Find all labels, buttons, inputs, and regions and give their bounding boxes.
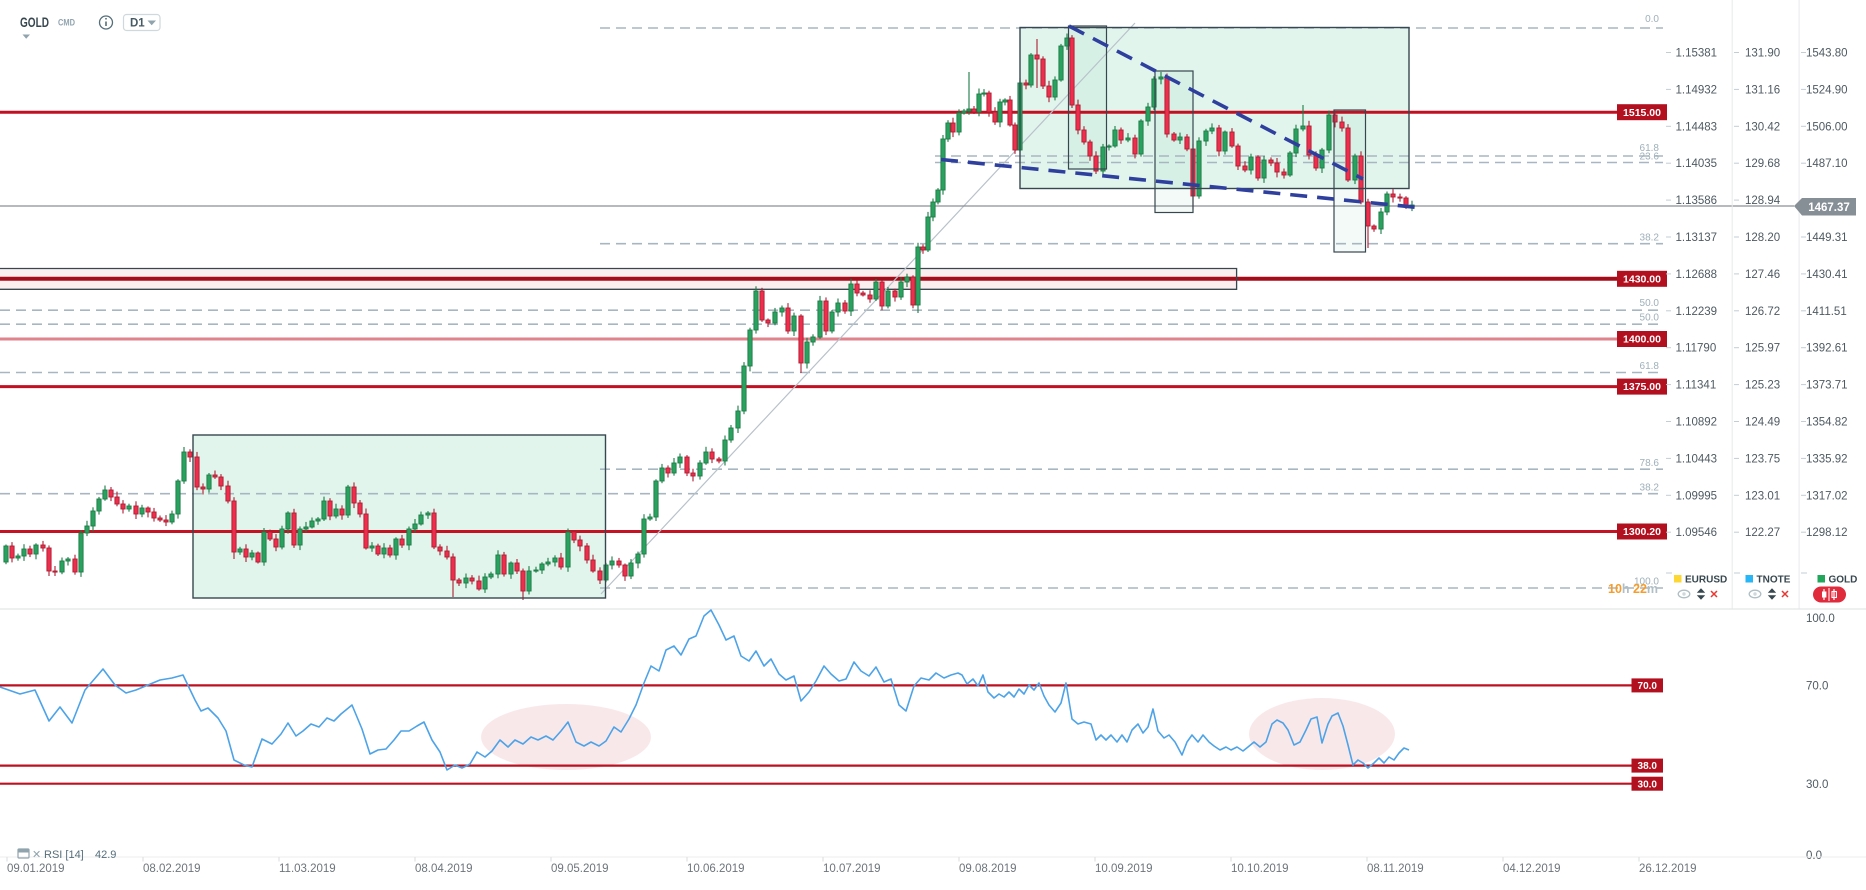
svg-text:70.0: 70.0 — [1638, 681, 1658, 692]
svg-text:1.09995: 1.09995 — [1676, 490, 1718, 502]
svg-text:38.0: 38.0 — [1638, 761, 1658, 772]
svg-text:1.11790: 1.11790 — [1676, 343, 1717, 355]
svg-text:26.12.2019: 26.12.2019 — [1639, 863, 1697, 875]
svg-text:GOLD: GOLD — [20, 15, 49, 30]
svg-text:61.8: 61.8 — [1640, 143, 1660, 154]
svg-text:100.0: 100.0 — [1634, 577, 1659, 588]
svg-text:30.0: 30.0 — [1638, 779, 1658, 790]
svg-text:10.07.2019: 10.07.2019 — [823, 863, 881, 875]
svg-text:1411.51: 1411.51 — [1806, 306, 1847, 318]
svg-text:122.27: 122.27 — [1745, 527, 1780, 539]
svg-text:30.0: 30.0 — [1806, 779, 1828, 791]
svg-text:1335.92: 1335.92 — [1806, 453, 1848, 465]
svg-text:23.6: 23.6 — [1640, 152, 1660, 163]
svg-text:1524.90: 1524.90 — [1806, 84, 1848, 96]
svg-text:1467.37: 1467.37 — [1808, 202, 1850, 214]
svg-text:TNOTE: TNOTE — [1757, 575, 1791, 586]
svg-text:1.10892: 1.10892 — [1676, 417, 1718, 429]
svg-text:10.10.2019: 10.10.2019 — [1231, 863, 1289, 875]
svg-text:100.0: 100.0 — [1806, 613, 1835, 625]
svg-text:1.12239: 1.12239 — [1676, 306, 1718, 318]
svg-text:1.12688: 1.12688 — [1676, 269, 1718, 281]
svg-text:124.49: 124.49 — [1745, 417, 1780, 429]
svg-text:11.03.2019: 11.03.2019 — [279, 863, 336, 875]
svg-text:50.0: 50.0 — [1640, 313, 1660, 324]
svg-text:50.0: 50.0 — [1640, 298, 1660, 309]
svg-text:1298.12: 1298.12 — [1806, 527, 1848, 539]
svg-text:1373.71: 1373.71 — [1806, 380, 1848, 392]
svg-text:125.97: 125.97 — [1745, 343, 1780, 355]
svg-text:125.23: 125.23 — [1745, 380, 1780, 392]
svg-text:08.02.2019: 08.02.2019 — [143, 863, 201, 875]
svg-text:1430.00: 1430.00 — [1623, 273, 1661, 285]
svg-text:1.13137: 1.13137 — [1676, 232, 1718, 244]
svg-text:131.16: 131.16 — [1745, 84, 1780, 96]
svg-text:1.10443: 1.10443 — [1676, 453, 1718, 465]
svg-text:10.06.2019: 10.06.2019 — [687, 863, 745, 875]
svg-text:1.14035: 1.14035 — [1676, 158, 1718, 170]
svg-text:78.6: 78.6 — [1640, 458, 1660, 469]
svg-text:38.2: 38.2 — [1640, 233, 1660, 244]
svg-text:1.11341: 1.11341 — [1676, 380, 1717, 392]
svg-text:1449.31: 1449.31 — [1806, 232, 1848, 244]
svg-text:1317.02: 1317.02 — [1806, 490, 1848, 502]
svg-text:1506.00: 1506.00 — [1806, 121, 1848, 133]
svg-text:1300.20: 1300.20 — [1623, 526, 1661, 538]
svg-text:✕: ✕ — [1709, 589, 1718, 601]
svg-text:1515.00: 1515.00 — [1623, 107, 1661, 119]
svg-text:38.2: 38.2 — [1640, 483, 1660, 494]
svg-text:✕: ✕ — [1780, 589, 1789, 601]
svg-text:09.08.2019: 09.08.2019 — [959, 863, 1017, 875]
svg-text:1392.61: 1392.61 — [1806, 343, 1848, 355]
svg-text:1.14483: 1.14483 — [1676, 121, 1718, 133]
svg-text:1354.82: 1354.82 — [1806, 417, 1848, 429]
svg-text:04.12.2019: 04.12.2019 — [1503, 863, 1561, 875]
svg-text:129.68: 129.68 — [1745, 158, 1780, 170]
svg-text:1400.00: 1400.00 — [1623, 334, 1661, 346]
svg-text:09.01.2019: 09.01.2019 — [7, 863, 65, 875]
svg-text:127.46: 127.46 — [1745, 269, 1780, 281]
svg-text:70.0: 70.0 — [1806, 680, 1828, 692]
svg-text:42.9: 42.9 — [95, 849, 116, 861]
svg-text:128.20: 128.20 — [1745, 232, 1780, 244]
svg-text:61.8: 61.8 — [1640, 361, 1660, 372]
svg-text:1.09546: 1.09546 — [1676, 527, 1718, 539]
svg-text:131.90: 131.90 — [1745, 48, 1780, 60]
svg-text:08.11.2019: 08.11.2019 — [1367, 863, 1424, 875]
svg-text:1.15381: 1.15381 — [1676, 48, 1718, 60]
svg-text:D1: D1 — [130, 18, 145, 30]
svg-text:RSI [14]: RSI [14] — [44, 849, 84, 861]
svg-text:CMD: CMD — [58, 18, 75, 29]
svg-text:123.75: 123.75 — [1745, 453, 1780, 465]
svg-text:1543.80: 1543.80 — [1806, 48, 1848, 60]
svg-text:1.14932: 1.14932 — [1676, 84, 1718, 96]
svg-text:126.72: 126.72 — [1745, 306, 1780, 318]
svg-text:1430.41: 1430.41 — [1806, 269, 1848, 281]
svg-text:EURUSD: EURUSD — [1685, 575, 1727, 586]
svg-text:128.94: 128.94 — [1745, 195, 1781, 207]
svg-text:130.42: 130.42 — [1745, 121, 1780, 133]
svg-text:09.05.2019: 09.05.2019 — [551, 863, 609, 875]
svg-text:08.04.2019: 08.04.2019 — [415, 863, 473, 875]
svg-text:GOLD: GOLD — [1829, 575, 1858, 586]
svg-text:0.0: 0.0 — [1645, 14, 1659, 25]
svg-text:1487.10: 1487.10 — [1806, 158, 1848, 170]
svg-text:1.13586: 1.13586 — [1676, 195, 1718, 207]
svg-text:123.01: 123.01 — [1745, 490, 1780, 502]
svg-text:10.09.2019: 10.09.2019 — [1095, 863, 1153, 875]
svg-text:0.0: 0.0 — [1806, 850, 1822, 862]
svg-text:10h 22m: 10h 22m — [1608, 582, 1658, 596]
svg-text:1375.00: 1375.00 — [1623, 381, 1661, 393]
svg-text:✕: ✕ — [32, 849, 41, 861]
